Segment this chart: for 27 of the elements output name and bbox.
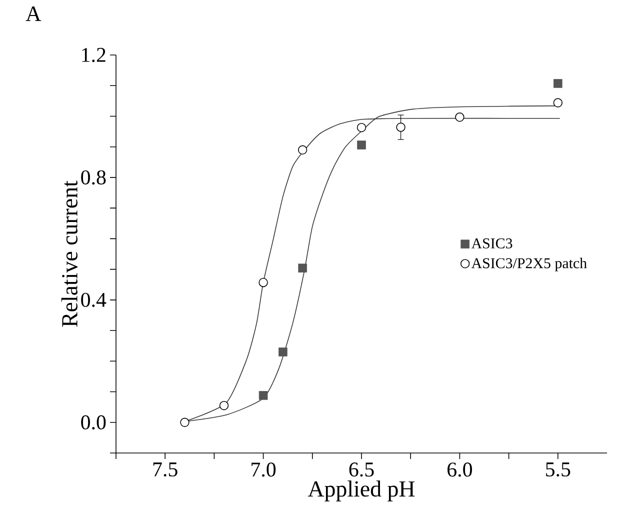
point [298,264,307,272]
point [258,391,268,400]
x-tick-label: 5.5 [546,462,570,477]
point [357,140,366,150]
point [356,122,366,132]
point [455,112,464,122]
point [554,79,562,88]
point [278,348,288,356]
x-tick-label: 7.0 [252,462,276,477]
x-tick-label: 7.5 [153,462,178,477]
x-tick-label: 6.0 [448,462,472,477]
point [180,418,190,427]
point [396,122,406,132]
x-tick-label: 6.5 [349,462,374,477]
y-axis-title: Relative current [61,180,78,327]
y-tick-label: 1.2 [82,48,106,62]
point [553,98,562,108]
point [219,400,229,410]
legend-label: ASIC3/P2X5 patch [471,258,587,272]
x-axis-title: Applied pH [308,480,415,502]
text: A [26,6,42,21]
legend-label: ASIC3 [471,238,512,248]
point [258,278,268,288]
y-tick-label: 0.8 [81,170,106,185]
y-tick-label: 0.4 [81,292,106,308]
y-tick-label: 0.0 [81,415,106,430]
point [298,145,308,154]
